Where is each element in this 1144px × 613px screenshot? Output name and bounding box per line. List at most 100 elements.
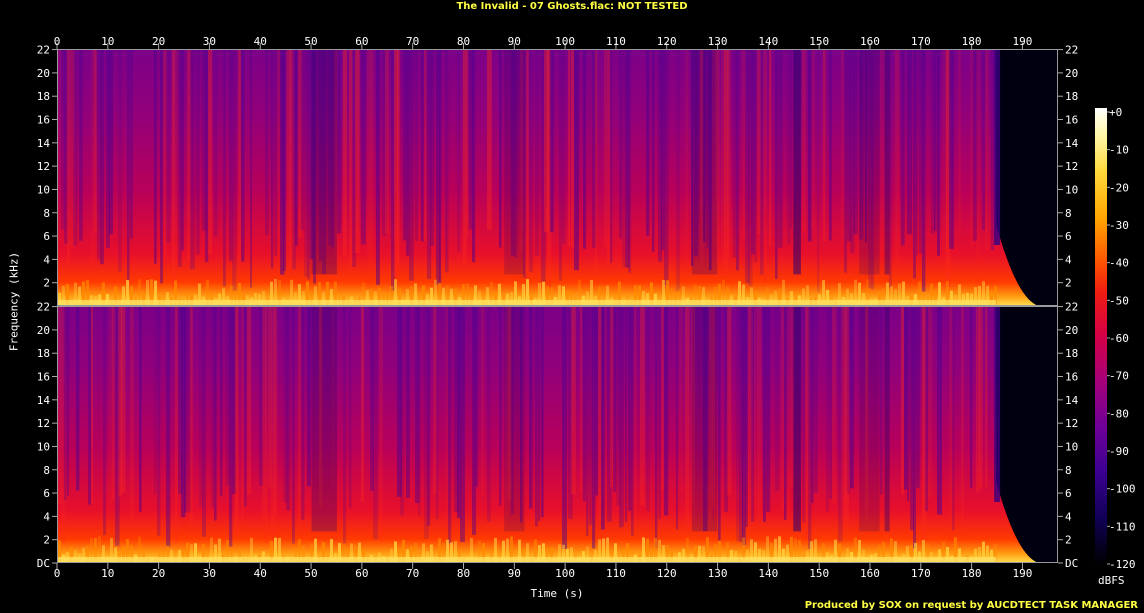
y-tick-label-left: 18 — [37, 90, 50, 103]
x-tick-label-top: 70 — [406, 35, 419, 48]
y-tick-label-left: 10 — [37, 440, 50, 453]
x-tick-label-bottom: 130 — [708, 567, 728, 580]
colorbar-tick-label: -20 — [1109, 181, 1129, 194]
x-tick-label-top: 30 — [203, 35, 216, 48]
x-tick-label-bottom: 170 — [911, 567, 931, 580]
y-tick-label-left: 20 — [37, 67, 50, 80]
x-tick-label-top: 140 — [758, 35, 778, 48]
y-tick-label-right: 8 — [1065, 207, 1072, 220]
x-tick-label-top: 80 — [457, 35, 470, 48]
y-tick-label-right: 18 — [1065, 90, 1078, 103]
y-tick-label-right: 14 — [1065, 137, 1079, 150]
y-tick-label-right: 20 — [1065, 324, 1078, 337]
y-tick-label-left: 6 — [43, 230, 50, 243]
y-tick-label-left: 18 — [37, 347, 50, 360]
x-tick-label-top: 20 — [152, 35, 165, 48]
colorbar-tick-label: -50 — [1109, 294, 1129, 307]
y-tick-label-right: DC — [1065, 557, 1078, 570]
x-tick-label-top: 40 — [254, 35, 267, 48]
x-tick-label-bottom: 80 — [457, 567, 470, 580]
y-tick-label-right: 2 — [1065, 534, 1072, 547]
x-axis-label: Time (s) — [530, 587, 584, 600]
x-tick-label-bottom: 100 — [555, 567, 575, 580]
x-tick-label-top: 100 — [555, 35, 575, 48]
x-tick-label-bottom: 40 — [254, 567, 267, 580]
x-tick-label-top: 50 — [304, 35, 317, 48]
y-axis-label: Frequency (kHz) — [7, 251, 21, 352]
footer-credit: Produced by SOX on request by AUCDTECT T… — [804, 600, 1138, 611]
y-tick-label-right: 22 — [1065, 44, 1078, 57]
x-tick-label-bottom: 90 — [508, 567, 521, 580]
colorbar-tick-label: -10 — [1109, 144, 1129, 157]
colorbar-tick-label: -100 — [1109, 483, 1136, 496]
chart-title: The Invalid - 07 Ghosts.flac: NOT TESTED — [456, 1, 688, 12]
y-tick-label-right: 6 — [1065, 230, 1072, 243]
x-tick-label-top: 170 — [911, 35, 931, 48]
y-tick-label-right: 16 — [1065, 371, 1078, 384]
y-tick-label-right: 4 — [1065, 510, 1072, 523]
y-tick-label-left: 22 — [37, 44, 50, 57]
x-tick-label-top: 10 — [101, 35, 114, 48]
y-tick-label-left: 8 — [43, 464, 50, 477]
y-tick-label-left: 16 — [37, 371, 50, 384]
x-tick-label-top: 110 — [606, 35, 626, 48]
x-tick-label-bottom: 0 — [54, 567, 61, 580]
colorbar-label: dBFS — [1098, 574, 1125, 587]
x-tick-label-top: 180 — [962, 35, 982, 48]
y-tick-label-right: 20 — [1065, 67, 1078, 80]
y-tick-label-left: DC — [37, 557, 50, 570]
x-tick-label-top: 120 — [657, 35, 677, 48]
y-tick-label-left: 2 — [43, 534, 50, 547]
colorbar-tick-label: -90 — [1109, 445, 1129, 458]
y-tick-label-left: 22 — [37, 301, 50, 314]
y-tick-label-left: 4 — [43, 510, 50, 523]
y-tick-label-right: 18 — [1065, 347, 1078, 360]
y-tick-label-right: 2 — [1065, 277, 1072, 290]
x-tick-label-top: 130 — [708, 35, 728, 48]
x-tick-label-top: 0 — [54, 35, 61, 48]
y-tick-label-left: 12 — [37, 160, 50, 173]
y-tick-label-left: 10 — [37, 183, 50, 196]
x-tick-label-bottom: 10 — [101, 567, 114, 580]
x-tick-label-bottom: 160 — [860, 567, 880, 580]
y-tick-label-left: 6 — [43, 487, 50, 500]
y-tick-label-right: 8 — [1065, 464, 1072, 477]
x-tick-label-top: 160 — [860, 35, 880, 48]
y-tick-label-right: 4 — [1065, 253, 1072, 266]
y-tick-label-left: 14 — [37, 137, 51, 150]
colorbar-tick-label: -60 — [1109, 332, 1129, 345]
x-tick-label-bottom: 50 — [304, 567, 317, 580]
x-tick-label-top: 150 — [809, 35, 829, 48]
y-tick-label-right: 16 — [1065, 114, 1078, 127]
y-tick-label-right: 12 — [1065, 160, 1078, 173]
colorbar-tick-label: -120 — [1109, 558, 1136, 571]
x-tick-label-bottom: 20 — [152, 567, 165, 580]
x-tick-label-bottom: 60 — [355, 567, 368, 580]
x-tick-label-top: 190 — [1012, 35, 1032, 48]
spectrogram-channel-1 — [57, 49, 1058, 306]
colorbar-tick-label: +0 — [1109, 106, 1122, 119]
y-tick-label-right: 10 — [1065, 183, 1078, 196]
y-tick-label-left: 16 — [37, 114, 50, 127]
x-tick-label-bottom: 110 — [606, 567, 626, 580]
y-tick-label-right: 6 — [1065, 487, 1072, 500]
y-tick-label-left: 2 — [43, 277, 50, 290]
y-tick-label-left: 12 — [37, 417, 50, 430]
x-tick-label-bottom: 140 — [758, 567, 778, 580]
y-tick-label-left: 4 — [43, 253, 50, 266]
y-tick-label-right: 12 — [1065, 417, 1078, 430]
y-tick-label-left: 20 — [37, 324, 50, 337]
x-tick-label-top: 60 — [355, 35, 368, 48]
x-tick-label-bottom: 190 — [1012, 567, 1032, 580]
colorbar-tick-label: -110 — [1109, 520, 1136, 533]
y-tick-label-right: 14 — [1065, 394, 1079, 407]
x-tick-label-bottom: 150 — [809, 567, 829, 580]
colorbar-tick-label: -80 — [1109, 407, 1129, 420]
colorbar-tick-label: -30 — [1109, 219, 1129, 232]
x-tick-label-top: 90 — [508, 35, 521, 48]
y-tick-label-left: 8 — [43, 207, 50, 220]
colorbar — [1095, 108, 1107, 564]
y-tick-label-left: 14 — [37, 394, 51, 407]
colorbar-tick-label: -40 — [1109, 257, 1129, 270]
colorbar-tick-label: -70 — [1109, 370, 1129, 383]
